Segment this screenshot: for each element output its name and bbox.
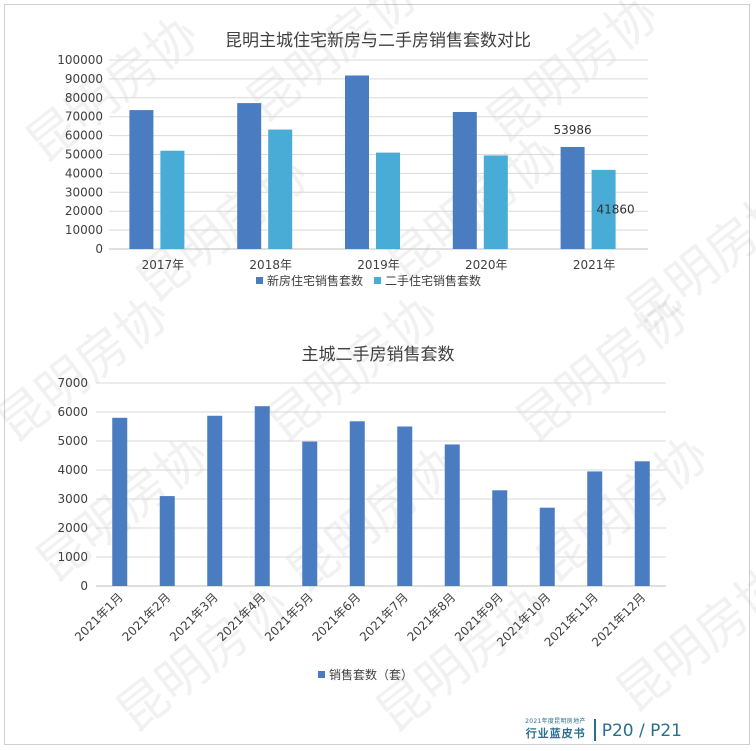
chart1-bar-resale: [591, 169, 616, 249]
chart1-data-label: 41860: [597, 202, 635, 216]
chart1-title: 昆明主城住宅新房与二手房销售套数对比: [225, 31, 531, 51]
chart2-bar: [207, 415, 223, 586]
chart1-y-tick-label: 100000: [57, 53, 103, 67]
footer-small-text: 2021年度昆明房地产: [525, 718, 586, 725]
chart2-y-tick-label: 4000: [57, 463, 88, 477]
chart1-plot: 0 10000 20000 30000 40000 50000 60000 70000 8000…: [57, 53, 648, 288]
chart1-x-tick-label: 2020年: [465, 258, 508, 272]
chart1-y-tick-label: 60000: [65, 129, 103, 143]
chart1-y-tick-label: 90000: [65, 72, 103, 86]
chart2-y-tick-label: 2000: [57, 521, 88, 535]
chart1-bar-new-home: [237, 103, 262, 249]
chart1-y-tick-label: 50000: [65, 148, 103, 162]
chart1-bar-new-home: [345, 75, 369, 249]
chart1-x-tick-label: 2019年: [357, 258, 400, 272]
chart2-x-tick-label: 2021年7月: [357, 590, 411, 644]
chart1-legend-label: 新房住宅销售套数: [267, 273, 363, 288]
footer-separator: [593, 719, 596, 741]
chart2-bar: [634, 461, 650, 586]
chart1-bar-resale: [160, 150, 185, 249]
chart2-bar: [587, 471, 603, 586]
chart2-x-tick-label: 2021年5月: [262, 590, 316, 644]
chart2-title: 主城二手房销售套数: [301, 345, 455, 365]
footer: 2021年度昆明房地产 行业蓝皮书 P20 / P21: [525, 716, 682, 741]
chart2-x-tick-label: 2021年4月: [214, 590, 268, 644]
chart2-bar: [349, 421, 365, 586]
chart1-x-tick-label: 2017年: [142, 258, 185, 272]
chart2-x-tick-label: 2021年8月: [404, 590, 458, 644]
chart1-legend-label: 二手住宅销售套数: [385, 273, 481, 288]
chart1-legend-swatch: [256, 277, 263, 284]
chart1-y-tick-label: 20000: [65, 204, 103, 218]
chart1-bar-new-home: [560, 146, 585, 249]
chart1-y-tick-label: 80000: [65, 91, 103, 105]
chart1-x-tick-label: 2021年: [573, 258, 616, 272]
chart2-bar: [397, 426, 413, 586]
chart2-bar: [444, 444, 460, 586]
chart2-y-tick-label: 1000: [57, 550, 88, 564]
chart1-data-label: 53986: [554, 123, 592, 137]
chart2-x-tick-label: 2021年1月: [72, 590, 126, 644]
chart2-y-tick-label: 6000: [57, 405, 88, 419]
footer-page-numbers: P20 / P21: [601, 721, 682, 741]
chart2-bar: [302, 441, 318, 586]
chart1-y-tick-label: 40000: [65, 166, 103, 180]
chart2-bar: [254, 406, 270, 586]
footer-book-title: 行业蓝皮书: [525, 727, 586, 740]
chart1-y-tick-label: 30000: [65, 185, 103, 199]
chart1-bar-new-home: [129, 110, 154, 250]
chart1-y-tick-label: 0: [95, 242, 103, 256]
chart2-bar: [539, 507, 555, 586]
chart2-x-tick-label: 2021年3月: [167, 590, 221, 644]
chart2-x-tick-label: 2021年6月: [309, 590, 363, 644]
chart2-bar: [492, 490, 508, 586]
chart1-y-tick-label: 10000: [65, 223, 103, 237]
chart2-y-tick-label: 5000: [57, 434, 88, 448]
footer-book: 2021年度昆明房地产 行业蓝皮书: [525, 716, 586, 741]
page-frame: [4, 4, 750, 745]
chart1-bar-new-home: [452, 111, 477, 249]
chart2-y-tick-label: 7000: [57, 376, 88, 390]
chart2-bar: [112, 417, 128, 586]
chart1-bar-resale: [268, 129, 293, 249]
chart1-bar-resale: [376, 152, 400, 249]
chart1-legend-swatch: [374, 277, 381, 284]
chart2-y-tick-label: 0: [80, 579, 88, 593]
chart1-x-tick-label: 2018年: [249, 258, 292, 272]
chart2-bar: [159, 496, 175, 586]
chart2-y-tick-label: 3000: [57, 492, 88, 506]
chart1-y-tick-label: 70000: [65, 110, 103, 124]
chart1-bar-resale: [483, 155, 508, 249]
chart2-legend-swatch: [318, 671, 325, 678]
chart2-legend-label: 销售套数（套）: [329, 667, 413, 682]
chart2-x-tick-label: 2021年2月: [119, 590, 173, 644]
